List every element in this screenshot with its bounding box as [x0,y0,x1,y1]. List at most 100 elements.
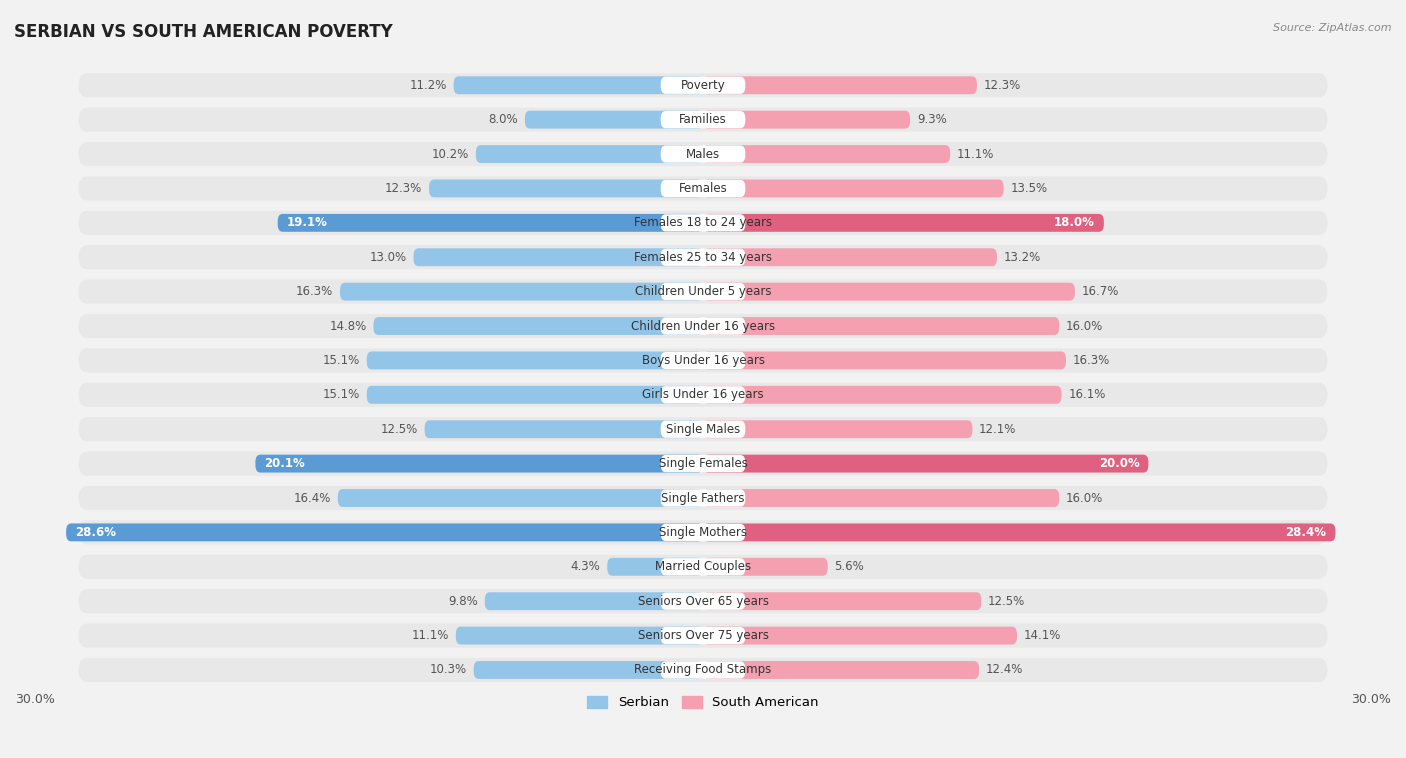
Text: 14.1%: 14.1% [1024,629,1062,642]
Text: Females 18 to 24 years: Females 18 to 24 years [634,216,772,230]
Text: 12.1%: 12.1% [979,423,1017,436]
Text: Single Fathers: Single Fathers [661,491,745,505]
Legend: Serbian, South American: Serbian, South American [582,691,824,715]
Text: Single Mothers: Single Mothers [659,526,747,539]
FancyBboxPatch shape [79,589,1327,613]
Text: 12.3%: 12.3% [984,79,1021,92]
Text: 14.8%: 14.8% [329,320,367,333]
FancyBboxPatch shape [425,420,703,438]
Text: 13.2%: 13.2% [1004,251,1040,264]
Text: 13.0%: 13.0% [370,251,406,264]
Text: 10.2%: 10.2% [432,148,470,161]
Text: 16.7%: 16.7% [1081,285,1119,298]
Text: 12.3%: 12.3% [385,182,422,195]
FancyBboxPatch shape [66,524,703,541]
Text: 28.4%: 28.4% [1285,526,1326,539]
FancyBboxPatch shape [703,627,1017,644]
Text: Children Under 5 years: Children Under 5 years [634,285,772,298]
FancyBboxPatch shape [524,111,703,129]
FancyBboxPatch shape [703,420,973,438]
FancyBboxPatch shape [79,349,1327,372]
FancyBboxPatch shape [661,77,745,94]
Text: Seniors Over 75 years: Seniors Over 75 years [637,629,769,642]
FancyBboxPatch shape [703,558,828,576]
FancyBboxPatch shape [374,317,703,335]
FancyBboxPatch shape [367,352,703,369]
FancyBboxPatch shape [661,318,745,334]
FancyBboxPatch shape [367,386,703,404]
FancyBboxPatch shape [661,215,745,231]
Text: 16.0%: 16.0% [1066,320,1104,333]
FancyBboxPatch shape [703,317,1059,335]
Text: Females: Females [679,182,727,195]
Text: 11.1%: 11.1% [957,148,994,161]
FancyBboxPatch shape [79,280,1327,304]
FancyBboxPatch shape [79,142,1327,166]
Text: 15.1%: 15.1% [323,354,360,367]
Text: Single Females: Single Females [658,457,748,470]
Text: Single Males: Single Males [666,423,740,436]
FancyBboxPatch shape [454,77,703,94]
Text: Girls Under 16 years: Girls Under 16 years [643,388,763,401]
Text: 12.5%: 12.5% [381,423,418,436]
Text: Families: Families [679,113,727,126]
Text: 13.5%: 13.5% [1011,182,1047,195]
Text: Females 25 to 34 years: Females 25 to 34 years [634,251,772,264]
Text: 5.6%: 5.6% [834,560,865,573]
Text: 16.1%: 16.1% [1069,388,1105,401]
FancyBboxPatch shape [661,146,745,163]
Text: 28.6%: 28.6% [75,526,117,539]
FancyBboxPatch shape [703,283,1076,301]
FancyBboxPatch shape [661,558,745,575]
FancyBboxPatch shape [703,455,1149,472]
Text: 10.3%: 10.3% [430,663,467,676]
Text: 18.0%: 18.0% [1054,216,1095,230]
FancyBboxPatch shape [661,627,745,644]
FancyBboxPatch shape [79,245,1327,269]
FancyBboxPatch shape [256,455,703,472]
Text: 16.0%: 16.0% [1066,491,1104,505]
FancyBboxPatch shape [703,180,1004,197]
Text: 12.5%: 12.5% [988,595,1025,608]
FancyBboxPatch shape [703,111,910,129]
FancyBboxPatch shape [703,214,1104,232]
FancyBboxPatch shape [79,177,1327,200]
FancyBboxPatch shape [661,490,745,506]
Text: Males: Males [686,148,720,161]
Text: 11.2%: 11.2% [409,79,447,92]
FancyBboxPatch shape [661,180,745,197]
FancyBboxPatch shape [277,214,703,232]
FancyBboxPatch shape [79,452,1327,475]
Text: 12.4%: 12.4% [986,663,1024,676]
FancyBboxPatch shape [703,145,950,163]
Text: Boys Under 16 years: Boys Under 16 years [641,354,765,367]
FancyBboxPatch shape [79,211,1327,235]
Text: Married Couples: Married Couples [655,560,751,573]
Text: 15.1%: 15.1% [323,388,360,401]
Text: Seniors Over 65 years: Seniors Over 65 years [637,595,769,608]
FancyBboxPatch shape [703,661,979,679]
FancyBboxPatch shape [337,489,703,507]
FancyBboxPatch shape [661,421,745,438]
FancyBboxPatch shape [79,555,1327,579]
FancyBboxPatch shape [340,283,703,301]
Text: 16.3%: 16.3% [1073,354,1109,367]
FancyBboxPatch shape [703,352,1066,369]
FancyBboxPatch shape [703,592,981,610]
FancyBboxPatch shape [661,387,745,403]
FancyBboxPatch shape [474,661,703,679]
FancyBboxPatch shape [475,145,703,163]
FancyBboxPatch shape [79,520,1327,544]
FancyBboxPatch shape [661,249,745,266]
FancyBboxPatch shape [79,74,1327,97]
Text: 16.3%: 16.3% [297,285,333,298]
FancyBboxPatch shape [661,352,745,369]
FancyBboxPatch shape [79,486,1327,510]
FancyBboxPatch shape [456,627,703,644]
FancyBboxPatch shape [661,524,745,541]
Text: 4.3%: 4.3% [571,560,600,573]
FancyBboxPatch shape [79,314,1327,338]
Text: 8.0%: 8.0% [488,113,519,126]
FancyBboxPatch shape [703,249,997,266]
FancyBboxPatch shape [661,662,745,678]
